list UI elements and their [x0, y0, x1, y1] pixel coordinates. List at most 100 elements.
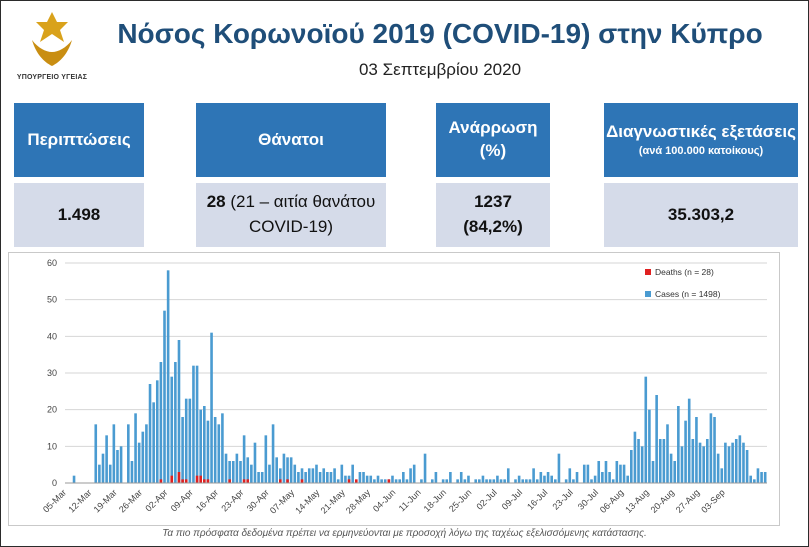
cases-bar [514, 479, 517, 483]
cases-bar [478, 479, 481, 483]
kpi-tests-value-box: 35.303,2 [604, 183, 798, 247]
cases-bar [340, 464, 344, 483]
cases-bar [203, 406, 206, 483]
x-tick-label: 03-Sep [699, 487, 727, 515]
cases-bar [517, 475, 521, 483]
cases-bar [228, 461, 231, 483]
cases-bar [307, 468, 311, 483]
cases-bar [199, 409, 202, 483]
cases-bar [467, 475, 470, 483]
legend-cases-label: Cases (n = 1498) [655, 289, 721, 299]
cases-bar [619, 464, 622, 483]
cases-bar [420, 479, 423, 483]
x-tick-label: 27-Aug [674, 487, 702, 515]
cases-bar [351, 464, 354, 483]
cases-bar [637, 439, 640, 483]
cases-bar [213, 417, 217, 483]
cases-bar [684, 420, 687, 483]
cases-bar [130, 461, 134, 483]
cases-bar [742, 442, 745, 483]
cases-bar [601, 472, 604, 483]
cases-bar [72, 475, 76, 483]
cases-bar [373, 479, 376, 483]
cases-bar [336, 479, 340, 483]
cases-bar [217, 424, 221, 483]
x-tick-label: 30-Jul [576, 487, 600, 511]
deaths-bar [387, 479, 391, 483]
cases-bar [304, 472, 307, 483]
cases-bar [727, 446, 731, 483]
cases-bar [260, 472, 264, 483]
cases-bar [680, 446, 684, 483]
y-tick-label: 30 [47, 368, 57, 378]
cases-bar [463, 479, 467, 483]
cases-bar [611, 479, 615, 483]
x-tick-label: 07-May [268, 487, 297, 516]
x-tick-label: 16-Jul [525, 487, 549, 511]
kpi-tests-header: Διαγνωστικές εξετάσεις (ανά 100.000 κατο… [604, 103, 798, 177]
cases-bar [445, 479, 449, 483]
cases-bar [289, 457, 293, 483]
cases-bar [745, 450, 749, 483]
cases-bar [94, 424, 98, 483]
cases-bar [644, 376, 648, 483]
cases-bar [532, 468, 535, 483]
cases-bar [702, 446, 705, 483]
cases-bar [170, 376, 174, 483]
cases-bar [724, 442, 727, 483]
x-tick-label: 23-Jul [550, 487, 574, 511]
cases-bar [206, 420, 210, 483]
x-tick-label: 13-Aug [623, 487, 651, 515]
cases-bar [391, 475, 394, 483]
cases-bar [300, 468, 304, 483]
cases-bar [192, 365, 195, 483]
daily-cases-chart: 0 10 20 30 40 50 60 05-Mar 12-Mar 19-Mar 26-Mar 02-… [8, 252, 780, 526]
cases-bar [286, 457, 289, 483]
cases-bar [687, 398, 691, 483]
y-tick-label: 40 [47, 331, 57, 341]
page-title: Νόσος Κορωνοϊού 2019 (COVID-19) στην Κύπ… [117, 18, 763, 49]
cases-bar [738, 435, 742, 483]
cases-bar [492, 479, 496, 483]
kpi-cases-value-box: 1.498 [14, 183, 144, 247]
y-tick-label: 10 [47, 441, 57, 451]
cases-bar [184, 398, 188, 483]
cases-bar [257, 472, 260, 483]
y-tick-label: 0 [52, 478, 57, 488]
cases-bar [622, 464, 626, 483]
cases-bar [698, 442, 702, 483]
cases-bar [326, 472, 329, 483]
legend-deaths-swatch [645, 269, 651, 275]
cases-bar [582, 464, 586, 483]
cases-bar [134, 413, 137, 483]
ministry-logo: ΥΠΟΥΡΓΕΙΟ ΥΓΕΙΑΣ [14, 10, 90, 90]
cases-bar [593, 475, 597, 483]
x-tick-label: 28-May [344, 487, 373, 516]
cases-bar [271, 424, 275, 483]
cases-bar [405, 479, 409, 483]
cases-bar [753, 479, 756, 483]
deaths-bar [199, 475, 202, 483]
x-tick-label: 21-May [319, 487, 348, 516]
cases-bar [108, 464, 112, 483]
cases-bar [253, 442, 257, 483]
deaths-bar [206, 479, 210, 483]
cases-bar [662, 439, 666, 483]
kpi-cases-label: Περιπτώσεις [27, 129, 131, 149]
cases-bar [557, 453, 561, 483]
cases-bar [333, 468, 336, 483]
deaths-bar [242, 479, 246, 483]
x-tick-label: 02-Apr [143, 487, 169, 513]
legend-cases-swatch [645, 291, 651, 297]
cases-bar [691, 439, 695, 483]
cases-bar [521, 479, 525, 483]
legend-deaths-label: Deaths (n = 28) [655, 267, 714, 277]
x-tick-label: 09-Apr [169, 487, 195, 513]
cases-bar [449, 472, 452, 483]
cases-bar [412, 464, 416, 483]
cases-bar [554, 479, 557, 483]
cases-bar [141, 431, 145, 483]
kpi-deaths-value: 28 [206, 192, 226, 212]
cases-bar [322, 468, 326, 483]
